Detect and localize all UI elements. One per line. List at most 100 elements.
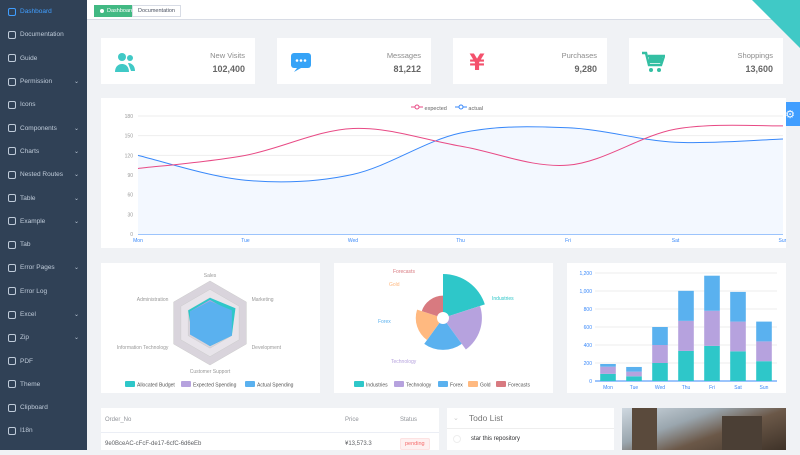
sidebar-item-label: Tab: [20, 241, 30, 248]
sidebar-item-example[interactable]: Example⌄: [0, 210, 87, 233]
bar-segment: [600, 367, 616, 374]
excel-icon: [8, 311, 16, 319]
todo-item[interactable]: star this repository: [447, 429, 614, 449]
chevron-down-icon: ⌄: [74, 195, 79, 202]
bar-segment: [652, 363, 668, 381]
toggle-all-icon[interactable]: ⌄: [453, 414, 459, 422]
sidebar-item-error-pages[interactable]: Error Pages⌄: [0, 256, 87, 279]
bar-segment: [678, 291, 694, 321]
chevron-down-icon: ⌄: [74, 148, 79, 155]
legend-label: Industries: [366, 383, 388, 389]
pie-label: Forex: [378, 319, 391, 325]
y-tick-label: 30: [127, 212, 133, 218]
line-chart: 0306090120150180MonTueWedThuFriSatSun: [101, 98, 786, 248]
sidebar-item-label: Error Pages: [20, 264, 55, 271]
legend-swatch: [245, 381, 255, 387]
documentation-icon: [8, 31, 16, 39]
panel-title: New Visits: [210, 51, 245, 60]
panel-title: Purchases: [562, 51, 597, 60]
building-shape: [632, 408, 657, 450]
todo-list: ⌄ Todo List star this repository: [447, 408, 614, 450]
x-tick-label: Wed: [655, 385, 665, 391]
sidebar-item-nested-routes[interactable]: Nested Routes⌄: [0, 163, 87, 186]
bar-segment: [652, 345, 668, 363]
tag-documentation[interactable]: Documentation: [132, 5, 181, 17]
guide-icon: [8, 54, 16, 62]
sidebar-item-tab[interactable]: Tab: [0, 233, 87, 256]
transaction-table: Order_No Price Status 9e0BceAC-cFcF-de17…: [101, 408, 439, 450]
sidebar-item-label: Excel: [20, 311, 36, 318]
bar-segment: [730, 292, 746, 322]
x-tick-label: Mon: [603, 385, 613, 391]
bar-segment: [756, 322, 772, 342]
legend-swatch: [394, 381, 404, 387]
chevron-down-icon: ⌄: [74, 218, 79, 225]
panel-new-visits[interactable]: New Visits 102,400: [101, 38, 255, 84]
panel-messages[interactable]: Messages 81,212: [277, 38, 431, 84]
pie-hole: [437, 312, 449, 324]
bar-segment: [730, 322, 746, 352]
legend-swatch: [496, 381, 506, 387]
sidebar-item-excel[interactable]: Excel⌄: [0, 303, 87, 326]
sidebar-item-guide[interactable]: Guide: [0, 47, 87, 70]
sidebar-item-error-log[interactable]: Error Log: [0, 280, 87, 303]
pie-label: Gold: [389, 282, 400, 288]
table-row: 9e0BceAC-cFcF-de17-6cfC-6d6eEb ¥13,573.3…: [101, 433, 439, 455]
error-log-icon: [8, 287, 16, 295]
nested-routes-icon: [8, 171, 16, 179]
permission-icon: [8, 78, 16, 86]
bar-segment: [730, 351, 746, 381]
panel-value: 81,212: [393, 64, 421, 74]
sidebar-item-components[interactable]: Components⌄: [0, 116, 87, 139]
legend-swatch: [438, 381, 448, 387]
status-badge: pending: [400, 438, 430, 450]
chevron-down-icon: ⌄: [74, 78, 79, 85]
sidebar-item-i18n[interactable]: I18n: [0, 419, 87, 442]
theme-icon: [8, 380, 16, 388]
sidebar-item-zip[interactable]: Zip⌄: [0, 326, 87, 349]
sidebar-item-icons[interactable]: Icons: [0, 93, 87, 116]
sidebar-item-clipboard[interactable]: Clipboard: [0, 396, 87, 419]
sidebar-item-charts[interactable]: Charts ⌄: [0, 140, 87, 163]
col-price: Price: [341, 408, 396, 433]
chevron-down-icon: ⌄: [74, 334, 79, 341]
panel-value: 13,600: [745, 64, 773, 74]
sidebar-item-dashboard[interactable]: Dashboard: [0, 0, 87, 23]
x-tick-label: Sun: [760, 385, 769, 391]
example-icon: [8, 217, 16, 225]
chevron-down-icon: ⌄: [74, 171, 79, 178]
x-tick-label: Sun: [779, 238, 786, 244]
legend-label: Forecasts: [508, 383, 530, 389]
sidebar-item-label: Guide: [20, 55, 37, 62]
col-status: Status: [396, 408, 439, 433]
x-tick-label: Wed: [348, 238, 358, 244]
sidebar-item-theme[interactable]: Theme: [0, 373, 87, 396]
bar-segment: [600, 364, 616, 367]
panel-shoppings[interactable]: Shoppings 13,600: [629, 38, 783, 84]
bar-segment: [756, 341, 772, 361]
sidebar-item-table[interactable]: Table⌄: [0, 186, 87, 209]
bar-segment: [756, 361, 772, 381]
sidebar-item-label: Charts: [20, 148, 39, 155]
pdf-icon: [8, 357, 16, 365]
radar-indicator-label: Information Technology: [117, 345, 169, 351]
order-no-cell: 9e0BceAC-cFcF-de17-6cfC-6d6eEb: [101, 433, 341, 455]
gear-icon: ⚙: [785, 108, 795, 121]
sidebar-item-documentation[interactable]: Documentation: [0, 23, 87, 46]
panel-purchases[interactable]: ¥ Purchases 9,280: [453, 38, 607, 84]
svg-text:¥: ¥: [469, 51, 485, 74]
legend-label: Gold: [480, 383, 491, 389]
sidebar-item-permission[interactable]: Permission⌄: [0, 70, 87, 93]
components-icon: [8, 124, 16, 132]
clipboard-icon: [8, 404, 16, 412]
sidebar-item-pdf[interactable]: PDF: [0, 349, 87, 372]
charts-icon: [8, 147, 16, 155]
legend-label: Actual Spending: [257, 383, 294, 389]
y-tick-label: 90: [127, 173, 133, 179]
todo-checkbox[interactable]: [453, 435, 461, 443]
price-cell: ¥13,573.3: [341, 433, 396, 455]
sidebar-item-label: Error Log: [20, 288, 47, 295]
